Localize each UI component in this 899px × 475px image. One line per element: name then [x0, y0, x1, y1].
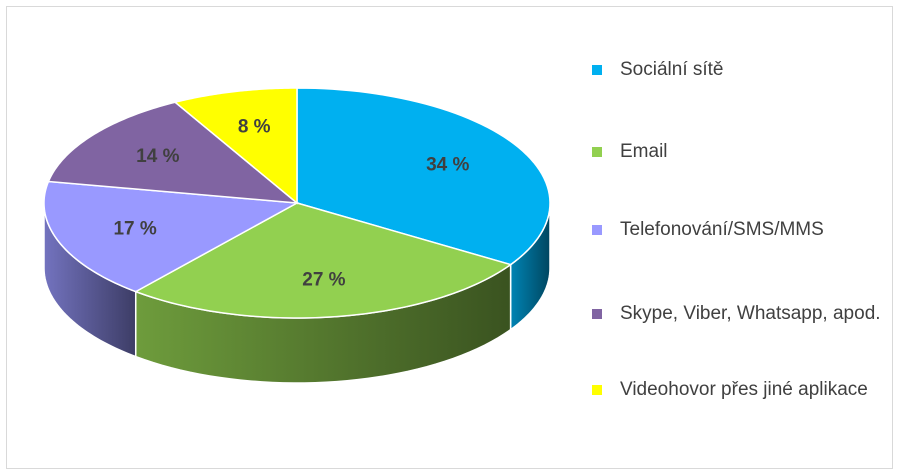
legend-label: Email [620, 141, 668, 162]
data-label: 17 % [113, 219, 156, 240]
legend-swatch [592, 309, 602, 319]
legend-swatch [592, 65, 602, 75]
data-label: 34 % [426, 154, 469, 175]
pie-slice [47, 101, 300, 204]
pie-slice [43, 180, 300, 293]
legend-label: Skype, Viber, Whatsapp, apod. [620, 303, 881, 324]
data-label: 14 % [136, 146, 179, 167]
chart-border [6, 6, 893, 469]
pie-slice [173, 87, 298, 205]
data-label: 8 % [238, 116, 271, 137]
legend-swatch [592, 385, 602, 395]
pie-slice [133, 202, 513, 319]
legend-swatch [592, 147, 602, 157]
legend-label: Videohovor přes jiné aplikace [620, 379, 868, 400]
legend-label: Sociální sítě [620, 59, 724, 80]
legend-swatch [592, 225, 602, 235]
legend-label: Telefonování/SMS/MMS [620, 219, 824, 240]
data-label: 27 % [302, 269, 345, 290]
